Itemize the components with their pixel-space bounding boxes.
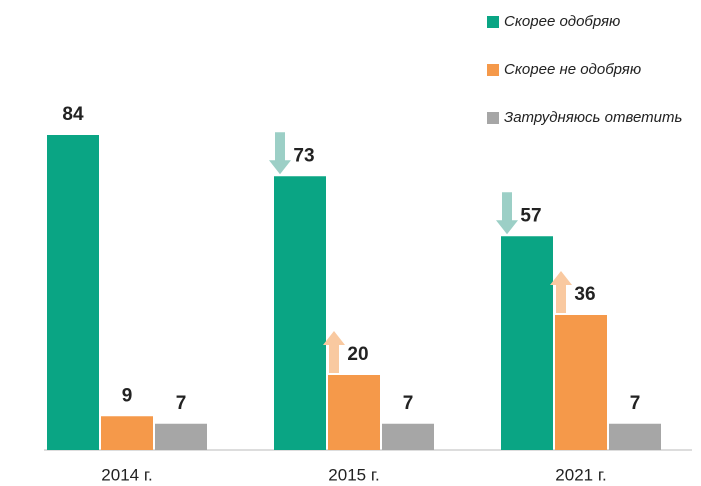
bar bbox=[609, 423, 661, 450]
value-label: 57 bbox=[520, 205, 541, 226]
legend-swatch bbox=[487, 64, 499, 76]
change-arrow bbox=[323, 331, 345, 373]
value-label: 7 bbox=[403, 393, 414, 414]
legend-swatch bbox=[487, 16, 499, 28]
change-arrow bbox=[496, 192, 518, 235]
value-label: 36 bbox=[574, 284, 595, 305]
legend-swatch bbox=[487, 112, 499, 124]
x-tick-label: 2021 г. bbox=[555, 465, 606, 484]
change-arrow bbox=[550, 271, 572, 313]
bar bbox=[555, 315, 607, 450]
bar bbox=[328, 375, 380, 450]
value-label: 20 bbox=[347, 344, 368, 365]
bar bbox=[47, 135, 99, 450]
legend-label: Скорее не одобряю bbox=[504, 61, 641, 78]
bar bbox=[382, 423, 434, 450]
value-label: 84 bbox=[62, 104, 84, 125]
bar bbox=[155, 423, 207, 450]
bar bbox=[274, 176, 326, 450]
bar bbox=[101, 416, 153, 450]
x-tick-label: 2015 г. bbox=[328, 465, 379, 484]
value-label: 9 bbox=[122, 385, 133, 406]
bar bbox=[501, 236, 553, 450]
legend-label: Скорее одобряю bbox=[504, 13, 620, 30]
x-tick-label: 2014 г. bbox=[101, 465, 152, 484]
value-label: 7 bbox=[630, 393, 641, 414]
legend-label: Затрудняюсь ответить bbox=[504, 109, 682, 126]
change-arrow bbox=[269, 132, 291, 175]
value-label: 7 bbox=[176, 393, 187, 414]
value-label: 73 bbox=[293, 145, 314, 166]
